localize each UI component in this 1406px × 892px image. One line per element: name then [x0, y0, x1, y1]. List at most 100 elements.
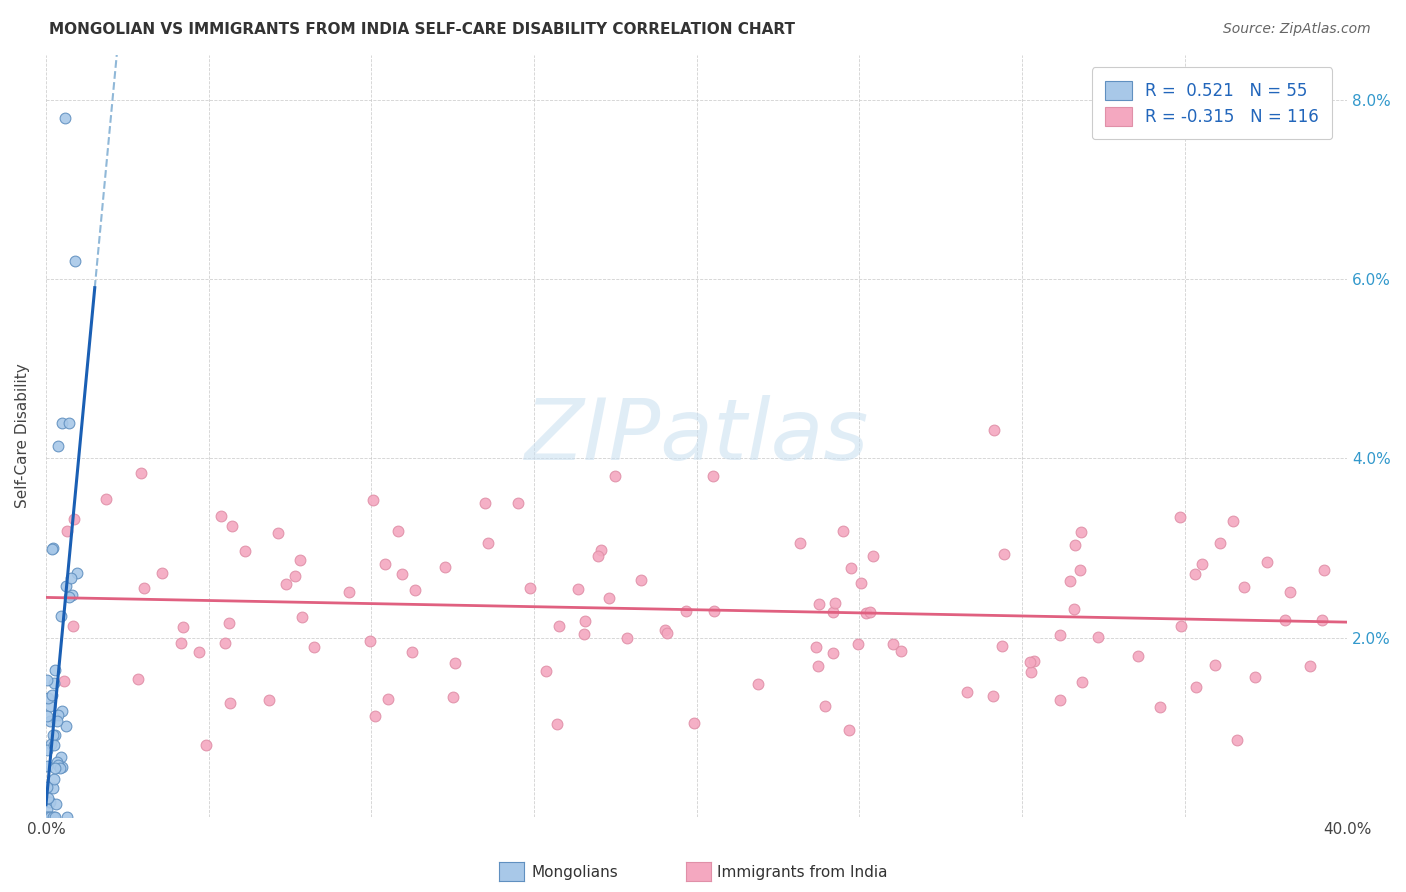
Point — [38, 810, 60, 824]
Point — [1233, 580, 1256, 594]
Point — [391, 567, 413, 582]
Point — [214, 636, 236, 650]
Point — [45, 714, 67, 728]
Point — [859, 606, 882, 620]
Point — [188, 645, 211, 659]
Point — [519, 581, 541, 595]
Point — [1049, 628, 1071, 642]
Point — [257, 693, 280, 707]
Point — [598, 591, 620, 605]
Point — [44, 810, 66, 824]
Point — [474, 496, 496, 510]
Point — [813, 699, 835, 714]
Point — [51, 416, 73, 430]
Point — [955, 685, 977, 699]
Point — [1049, 693, 1071, 707]
Point — [150, 566, 173, 580]
Point — [546, 716, 568, 731]
Point — [233, 543, 256, 558]
Point — [1059, 574, 1081, 588]
Point — [1128, 649, 1150, 664]
Point — [361, 493, 384, 508]
Point — [45, 797, 67, 811]
Point — [49, 609, 72, 624]
Point — [1185, 680, 1208, 694]
Point — [39, 699, 62, 714]
Point — [44, 772, 66, 786]
Point — [548, 619, 571, 633]
Point — [605, 469, 627, 483]
Point — [195, 738, 218, 752]
Point — [51, 704, 73, 718]
Text: Mongolians: Mongolians — [531, 865, 619, 880]
Point — [1209, 535, 1232, 549]
Point — [832, 524, 855, 538]
Point — [55, 111, 77, 125]
Point — [60, 587, 83, 601]
Point — [37, 790, 59, 805]
Point — [44, 663, 66, 677]
Point — [66, 566, 89, 580]
Point — [129, 466, 152, 480]
Point — [49, 761, 72, 775]
Point — [41, 688, 63, 702]
Point — [434, 560, 457, 574]
Point — [37, 742, 59, 756]
Text: ZIPatlas: ZIPatlas — [524, 394, 869, 477]
Point — [882, 637, 904, 651]
Point — [42, 810, 65, 824]
Point — [267, 525, 290, 540]
Point — [747, 677, 769, 691]
Point — [823, 605, 845, 619]
Point — [616, 631, 638, 645]
Point — [46, 708, 69, 723]
Point — [1243, 669, 1265, 683]
Point — [862, 549, 884, 563]
Point — [127, 672, 149, 686]
Point — [35, 673, 58, 687]
Point — [789, 536, 811, 550]
Point — [62, 619, 84, 633]
Point — [37, 690, 59, 705]
Point — [221, 519, 243, 533]
Point — [703, 604, 725, 618]
Point — [42, 738, 65, 752]
Point — [824, 596, 846, 610]
Point — [60, 571, 83, 585]
Point — [62, 511, 84, 525]
Point — [1279, 585, 1302, 599]
Point — [94, 491, 117, 506]
Point — [1299, 659, 1322, 673]
Point — [572, 627, 595, 641]
Point — [41, 542, 63, 557]
Point — [53, 673, 76, 688]
Point — [1149, 700, 1171, 714]
Point — [823, 646, 845, 660]
Point — [364, 708, 387, 723]
Point — [42, 810, 65, 824]
Text: Source: ZipAtlas.com: Source: ZipAtlas.com — [1223, 22, 1371, 37]
Point — [838, 723, 860, 737]
Point — [55, 524, 77, 539]
Point — [209, 509, 232, 524]
Point — [1184, 567, 1206, 582]
Point — [51, 760, 73, 774]
Point — [404, 583, 426, 598]
Point — [38, 810, 60, 824]
Point — [39, 714, 62, 728]
Point — [55, 579, 77, 593]
Point — [35, 810, 58, 824]
Point — [44, 728, 66, 742]
Point — [506, 496, 529, 510]
Point — [302, 640, 325, 654]
Point — [839, 560, 862, 574]
Point — [807, 659, 830, 673]
Point — [387, 524, 409, 538]
Point — [218, 616, 240, 631]
Point — [804, 640, 827, 654]
Point — [170, 636, 193, 650]
Point — [38, 810, 60, 824]
Point — [42, 675, 65, 690]
Point — [46, 758, 69, 772]
Point — [807, 597, 830, 611]
